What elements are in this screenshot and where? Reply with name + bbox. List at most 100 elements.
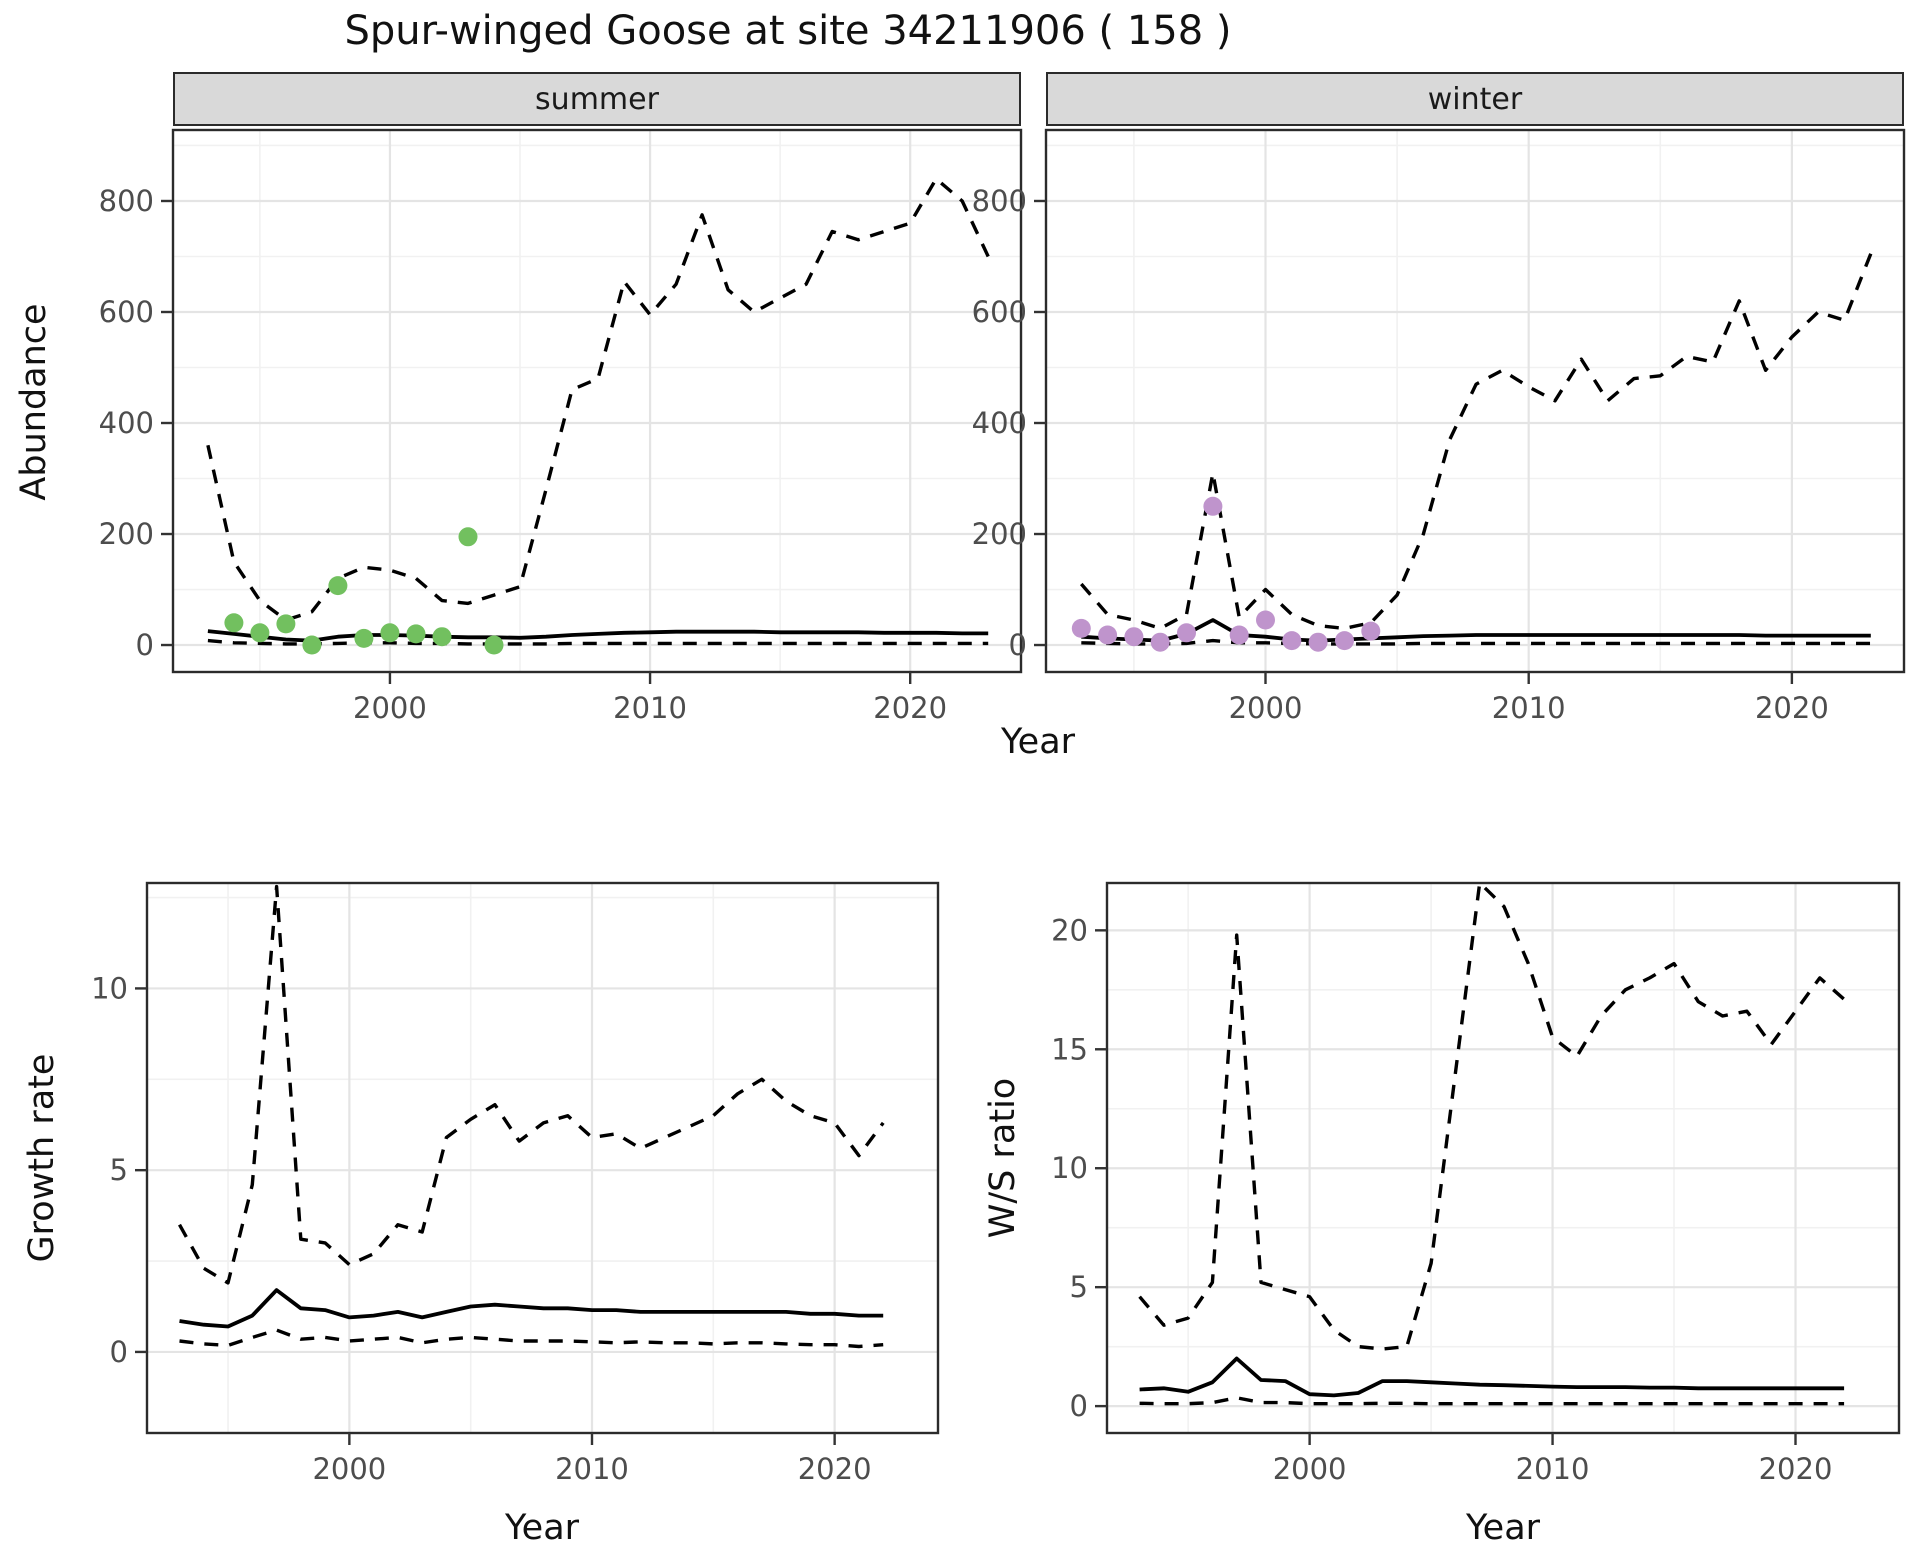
gridlines-minor: [147, 883, 938, 1433]
panel-abundance_summer: 2000 2010 2020 0 200 400 600 800: [99, 128, 1023, 725]
x-tick-label: 2000: [312, 1452, 386, 1486]
data-point: [354, 628, 374, 648]
panel-ws_ratio: 2000 2010 2020 0 5 10 15 20: [1051, 881, 1901, 1486]
data-point: [1308, 632, 1328, 652]
data-point: [380, 623, 400, 643]
y-axis-title-ws-ratio: W/S ratio: [983, 1077, 1023, 1239]
data-point: [484, 635, 504, 655]
panel-border: [1044, 128, 1906, 674]
facet-label-winter: winter: [1427, 81, 1523, 117]
data-point: [328, 576, 348, 596]
data-point: [250, 623, 270, 643]
x-tick-label: 2020: [1759, 1452, 1833, 1486]
x-axis-ticks: 2000 2010 2020: [1273, 1433, 1833, 1486]
gridlines-minor: [1046, 130, 1904, 672]
x-axis-ticks: 2000 2010 2020: [353, 672, 947, 725]
data-point: [432, 627, 452, 647]
panel-border: [145, 881, 940, 1435]
series-upper_ci: [206, 177, 990, 622]
data-point: [1335, 631, 1354, 651]
series-lower_ci: [1081, 638, 1871, 646]
data-point: [1203, 496, 1223, 516]
y-tick-label: 400: [972, 406, 1027, 440]
series-median_prediction: [1081, 618, 1871, 643]
series-lower_ci: [207, 638, 989, 646]
y-axis-ticks: 0 5 10 15 20: [1051, 913, 1107, 1423]
panel-border: [1105, 881, 1901, 1435]
y-tick-label: 5: [1070, 1270, 1088, 1304]
series-lower_ci: [179, 1328, 884, 1349]
facet-label-summer: summer: [535, 81, 659, 117]
y-axis-ticks: 0 200 400 600 800: [972, 184, 1046, 662]
series-median_prediction: [207, 629, 989, 643]
points-observed_counts: [224, 527, 504, 655]
panel-background: [1107, 883, 1899, 1433]
gridlines-major: [1107, 883, 1899, 1433]
y-axis-title-abundance: Abundance: [14, 303, 54, 501]
y-tick-label: 800: [99, 184, 154, 218]
y-axis-ticks: 0 200 400 600 800: [99, 184, 173, 662]
y-tick-label: 10: [91, 971, 128, 1005]
gridlines-minor: [173, 130, 1021, 672]
panel-background: [173, 130, 1021, 672]
panel-border: [171, 128, 1023, 674]
y-tick-label: 800: [972, 184, 1027, 218]
y-tick-label: 200: [972, 517, 1027, 551]
y-tick-label: 600: [99, 295, 154, 329]
panel-abundance_winter: 2000 2010 2020 0 200 400 600 800: [972, 128, 1906, 725]
x-tick-label: 2000: [353, 691, 427, 725]
x-tick-label: 2000: [1229, 691, 1303, 725]
points-observed_counts: [1071, 496, 1381, 652]
y-tick-label: 10: [1051, 1151, 1088, 1185]
series-lower_ci: [1139, 1396, 1845, 1406]
data-point: [1071, 618, 1091, 638]
panel-background: [1046, 130, 1904, 672]
x-tick-label: 2020: [798, 1452, 872, 1486]
data-point: [1124, 627, 1144, 647]
data-point: [1098, 625, 1118, 645]
y-axis-title-growth-rate: Growth rate: [22, 1053, 62, 1263]
data-point: [276, 614, 296, 634]
x-tick-label: 2010: [1492, 691, 1566, 725]
y-axis-ticks: 0 5 10: [91, 971, 147, 1369]
data-point: [1229, 625, 1249, 645]
panel-background: [147, 883, 938, 1433]
x-tick-label: 2020: [873, 691, 947, 725]
data-point: [458, 527, 478, 547]
data-point: [1150, 632, 1170, 652]
data-point: [1256, 610, 1275, 630]
series-upper_ci: [1080, 253, 1873, 631]
y-tick-label: 0: [110, 1335, 128, 1369]
x-axis-title-ws-ratio: Year: [1465, 1508, 1541, 1548]
data-point: [302, 635, 322, 655]
y-tick-label: 5: [110, 1153, 128, 1187]
x-tick-label: 2010: [555, 1452, 629, 1486]
series-median_prediction: [179, 1288, 884, 1329]
data-point: [224, 613, 244, 633]
x-axis-title-top: Year: [1000, 722, 1076, 762]
data-point: [1361, 621, 1381, 641]
data-point: [1177, 623, 1196, 643]
y-tick-label: 0: [1070, 1389, 1088, 1423]
x-tick-label: 2020: [1755, 691, 1829, 725]
series-upper_ci: [1138, 881, 1846, 1351]
data-point: [406, 624, 426, 644]
y-tick-label: 600: [972, 295, 1027, 329]
x-tick-label: 2010: [1516, 1452, 1590, 1486]
x-axis-ticks: 2000 2010 2020: [1229, 672, 1829, 725]
y-tick-label: 0: [136, 628, 154, 662]
series-median_prediction: [1139, 1356, 1845, 1398]
y-tick-label: 400: [99, 406, 154, 440]
facet-strip-summer: summer: [173, 72, 1021, 126]
data-point: [1282, 631, 1302, 651]
y-tick-label: 15: [1051, 1032, 1088, 1066]
y-tick-label: 20: [1051, 913, 1088, 947]
y-tick-label: 200: [99, 517, 154, 551]
x-tick-label: 2010: [613, 691, 687, 725]
y-tick-label: 0: [1009, 628, 1027, 662]
plot-title: Spur-winged Goose at site 34211906 ( 158…: [344, 8, 1232, 54]
facet-strip-winter: winter: [1046, 72, 1904, 126]
gridlines-major: [147, 883, 938, 1433]
